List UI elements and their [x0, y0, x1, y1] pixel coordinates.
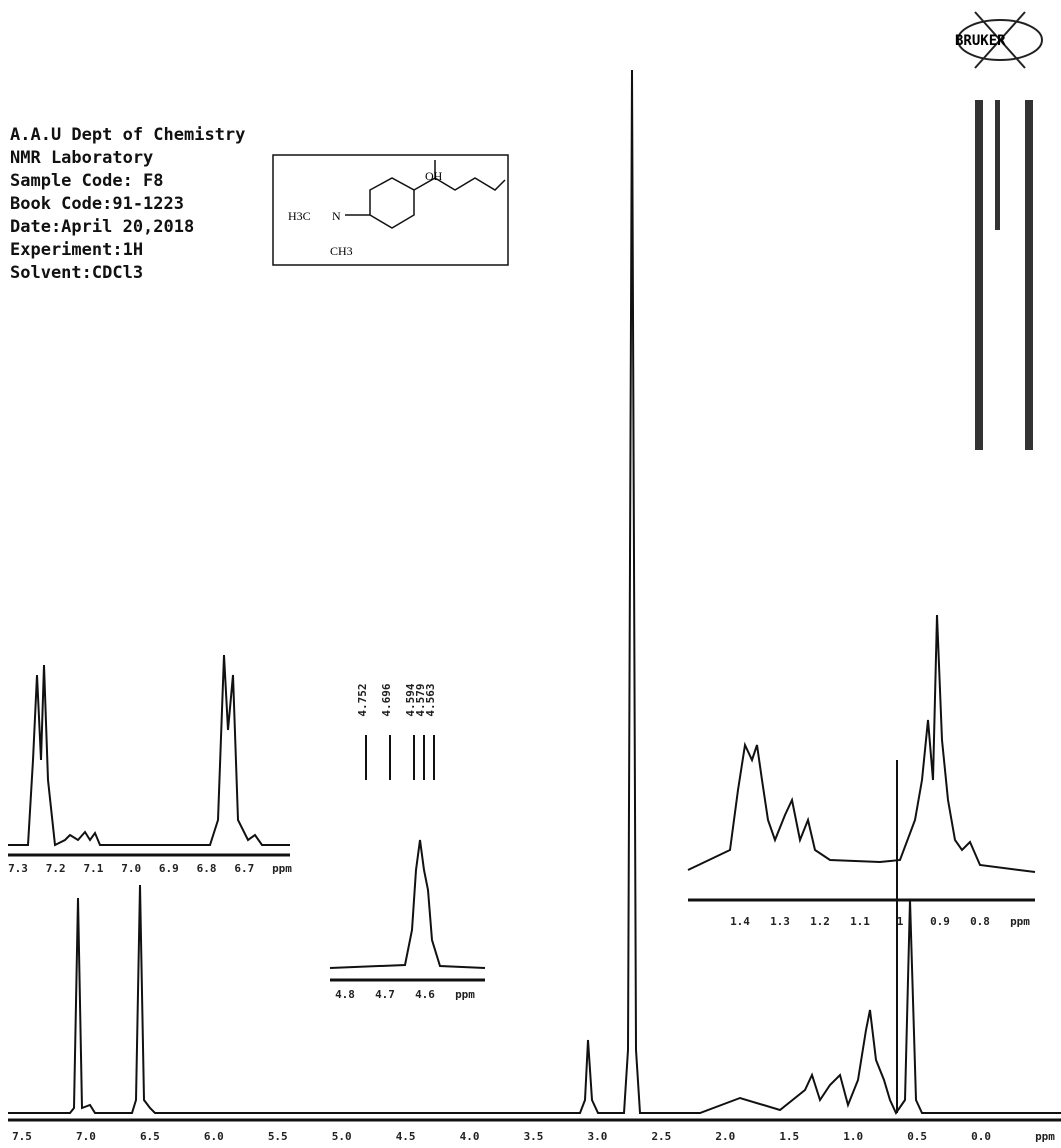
param-col [995, 100, 1000, 230]
tick-label: 5.0 [332, 1130, 352, 1143]
peak-label: 4.752 [356, 683, 369, 716]
tick-label: 4.8 [335, 988, 355, 1001]
tick-label: 6.5 [140, 1130, 160, 1143]
tick-label: 7.2 [46, 862, 66, 875]
label-h3c: H3C [288, 209, 311, 223]
tick-label: 7.3 [8, 862, 28, 875]
tick-label: 1.3 [770, 915, 790, 928]
tick-label: 1 [897, 915, 904, 928]
nmr-spectrum: A.A.U Dept of Chemistry NMR Laboratory Sam… [0, 0, 1061, 1148]
tick-label: 4.7 [375, 988, 395, 1001]
label-n: N [332, 209, 341, 223]
header-line: Solvent:CDCl3 [10, 263, 143, 283]
tick-label: 2.5 [651, 1130, 671, 1143]
tick-label: 7.5 [12, 1130, 32, 1143]
tick-label: 0.0 [971, 1130, 991, 1143]
tick-label: 7.1 [83, 862, 103, 875]
header-line: A.A.U Dept of Chemistry [10, 125, 245, 145]
tick-label: 1.4 [730, 915, 750, 928]
header-line: Book Code:91-1223 [10, 194, 184, 214]
tick-label: 4.6 [415, 988, 435, 1001]
tick-label: ppm [272, 862, 292, 875]
tick-label: 6.9 [159, 862, 179, 875]
param-col [975, 100, 983, 450]
tick-label: 7.0 [76, 1130, 96, 1143]
tick-label: 0.9 [930, 915, 950, 928]
tick-label: 7.0 [121, 862, 141, 875]
tick-label: 3.5 [524, 1130, 544, 1143]
tick-label: 2.0 [715, 1130, 735, 1143]
tick-label: 1.2 [810, 915, 830, 928]
tick-label: 4.5 [396, 1130, 416, 1143]
tick-label: 1.5 [779, 1130, 799, 1143]
tick-label: 3.0 [588, 1130, 608, 1143]
header-line: Date:April 20,2018 [10, 217, 194, 237]
tick-label: ppm [1010, 915, 1030, 928]
peak-label: 4.563 [424, 683, 437, 716]
logo-text: BRUKER [955, 33, 1006, 49]
peak-label: 4.696 [380, 683, 393, 716]
header-line: Sample Code: F8 [10, 171, 164, 191]
tick-label: 1.1 [850, 915, 870, 928]
label-oh: OH [425, 169, 443, 183]
tick-label: ppm [455, 988, 475, 1001]
param-col [1025, 100, 1033, 450]
tick-label: 5.5 [268, 1130, 288, 1143]
header-line: Experiment:1H [10, 240, 143, 260]
tick-label: ppm [1035, 1130, 1055, 1143]
header-line: NMR Laboratory [10, 148, 153, 168]
tick-label: 6.8 [197, 862, 217, 875]
label-ch3: CH3 [330, 244, 353, 258]
tick-label: 1.0 [843, 1130, 863, 1143]
tick-label: 6.0 [204, 1130, 224, 1143]
tick-label: 6.7 [234, 862, 254, 875]
tick-label: 0.5 [907, 1130, 927, 1143]
tick-label: 0.8 [970, 915, 990, 928]
tick-label: 4.0 [460, 1130, 480, 1143]
